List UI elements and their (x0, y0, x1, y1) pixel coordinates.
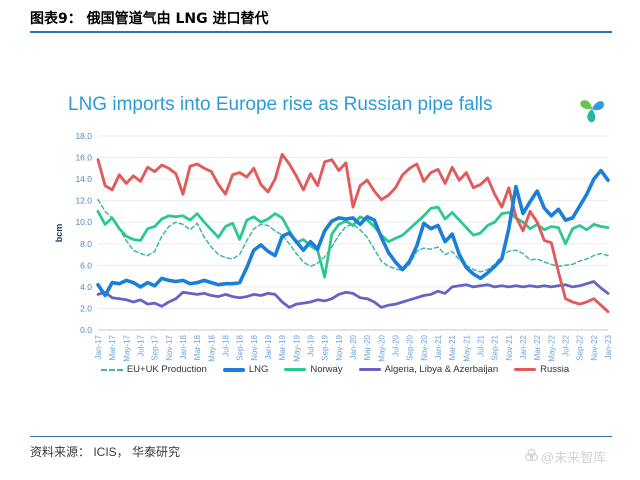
x-axis-tick-label: Jul-17 (137, 334, 146, 356)
x-axis-tick-label: Jan-18 (179, 334, 188, 359)
chart-legend: EU+UK Production LNG Norway Algeria, Libya … (52, 364, 618, 375)
x-axis-tick-label: Sep-17 (151, 334, 160, 360)
x-axis-tick-label: Jul-21 (477, 334, 486, 356)
y-axis-tick-label: 8.0 (80, 239, 92, 249)
x-axis-tick-label: Jan-17 (94, 334, 103, 359)
watermark: @未来智库 (524, 447, 606, 466)
caption-underline (30, 31, 612, 33)
y-axis-tick-label: 2.0 (80, 303, 92, 313)
x-axis-tick-label: Jan-23 (604, 334, 613, 359)
legend-item: Algeria, Libya & Azerbaijan (358, 364, 499, 375)
y-axis-title: bcm (54, 224, 64, 243)
x-axis-tick-label: Nov-17 (165, 334, 174, 360)
x-axis-tick-label: Jul-20 (392, 334, 401, 356)
chart: LNG imports into Europe rise as Russian … (52, 82, 618, 400)
x-axis-tick-label: Mar-21 (448, 334, 457, 360)
x-axis-tick-label: Jul-18 (222, 334, 231, 356)
legend-item: LNG (222, 364, 269, 375)
x-axis-tick-label: Nov-21 (505, 334, 514, 360)
series-line-russia (96, 152, 610, 314)
plot-area: 0.0 2.0 4.0 6.0 8.0 10.0 12.0 14.0 16.0 18.0 bcm Ja… (54, 132, 613, 362)
y-axis-tick-label: 16.0 (75, 153, 92, 163)
y-axis-tick-label: 10.0 (75, 217, 92, 227)
x-axis-tick-label: Sep-20 (406, 334, 415, 360)
series-line-eu-uk-production (97, 198, 609, 273)
x-axis-tick-label: May-21 (462, 334, 471, 361)
y-axis-tick-label: 0.0 (80, 325, 92, 335)
x-axis-tick-label: Mar-18 (193, 334, 202, 360)
legend-item: EU+UK Production (100, 364, 207, 375)
legend-item: Norway (284, 364, 343, 375)
figure-caption: 图表9： 俄国管道气由 LNG 进口替代 (30, 11, 269, 27)
legend-label: Algeria, Libya & Azerbaijan (384, 364, 499, 375)
x-axis-tick-label: Sep-21 (491, 334, 500, 360)
x-axis-tick-label: Nov-22 (590, 334, 599, 360)
y-axis-tick-label: 14.0 (75, 174, 92, 184)
x-axis-tick-label: Jan-21 (434, 334, 443, 359)
x-axis-tick-label: Sep-19 (321, 334, 330, 360)
x-axis-tick-label: Sep-18 (236, 334, 245, 360)
watermark-text: @未来智库 (541, 450, 607, 465)
x-axis-tick-label: May-18 (207, 334, 216, 361)
legend-item: Russia (514, 364, 569, 375)
y-axis-tick-label: 4.0 (80, 282, 92, 292)
x-axis-tick-label: May-22 (547, 334, 556, 361)
x-axis-tick-label: Mar-17 (108, 334, 117, 360)
x-axis-tick-label: Jul-19 (307, 334, 316, 356)
x-axis-tick-label: May-17 (122, 334, 131, 361)
x-axis-tick-label: Nov-19 (335, 334, 344, 360)
series-line-norway (96, 205, 610, 279)
x-axis-tick-label: Mar-19 (278, 334, 287, 360)
legend-swatch (284, 368, 307, 371)
legend-swatch (100, 368, 123, 371)
series-line-lng (96, 168, 610, 298)
x-axis-tick-label: Jan-19 (264, 334, 273, 359)
x-axis-tick-label: Mar-20 (363, 334, 372, 360)
legend-swatch (222, 367, 245, 372)
x-axis-tick-label: Sep-22 (576, 334, 585, 360)
chart-title: LNG imports into Europe rise as Russian … (68, 94, 493, 115)
knot-icon (524, 448, 539, 466)
footer-rule (30, 436, 612, 437)
source-note: 资料来源： ICIS， 华泰研究 (30, 445, 181, 459)
x-axis-tick-label: May-20 (377, 334, 386, 361)
x-axis-tick-label: Nov-20 (420, 334, 429, 360)
legend-label: EU+UK Production (126, 364, 207, 375)
legend-label: Russia (540, 364, 570, 375)
y-axis-tick-label: 12.0 (75, 196, 92, 206)
x-axis-tick-label: Jul-22 (562, 334, 571, 356)
legend-label: LNG (248, 364, 269, 375)
icis-logo-icon (576, 94, 608, 129)
x-axis-tick-label: May-19 (292, 334, 301, 361)
x-axis-tick-label: Mar-22 (533, 334, 542, 360)
legend-swatch (514, 368, 537, 371)
legend-label: Norway (310, 364, 343, 375)
x-axis-tick-label: Jan-22 (519, 334, 528, 359)
y-axis-tick-label: 18.0 (75, 132, 92, 141)
legend-swatch (358, 368, 381, 371)
y-axis-tick-label: 6.0 (80, 260, 92, 270)
x-axis-tick-label: Jan-20 (349, 334, 358, 359)
x-axis-tick-label: Nov-18 (250, 334, 259, 360)
series-line-algeria-libya-azerbaijan (96, 280, 610, 309)
